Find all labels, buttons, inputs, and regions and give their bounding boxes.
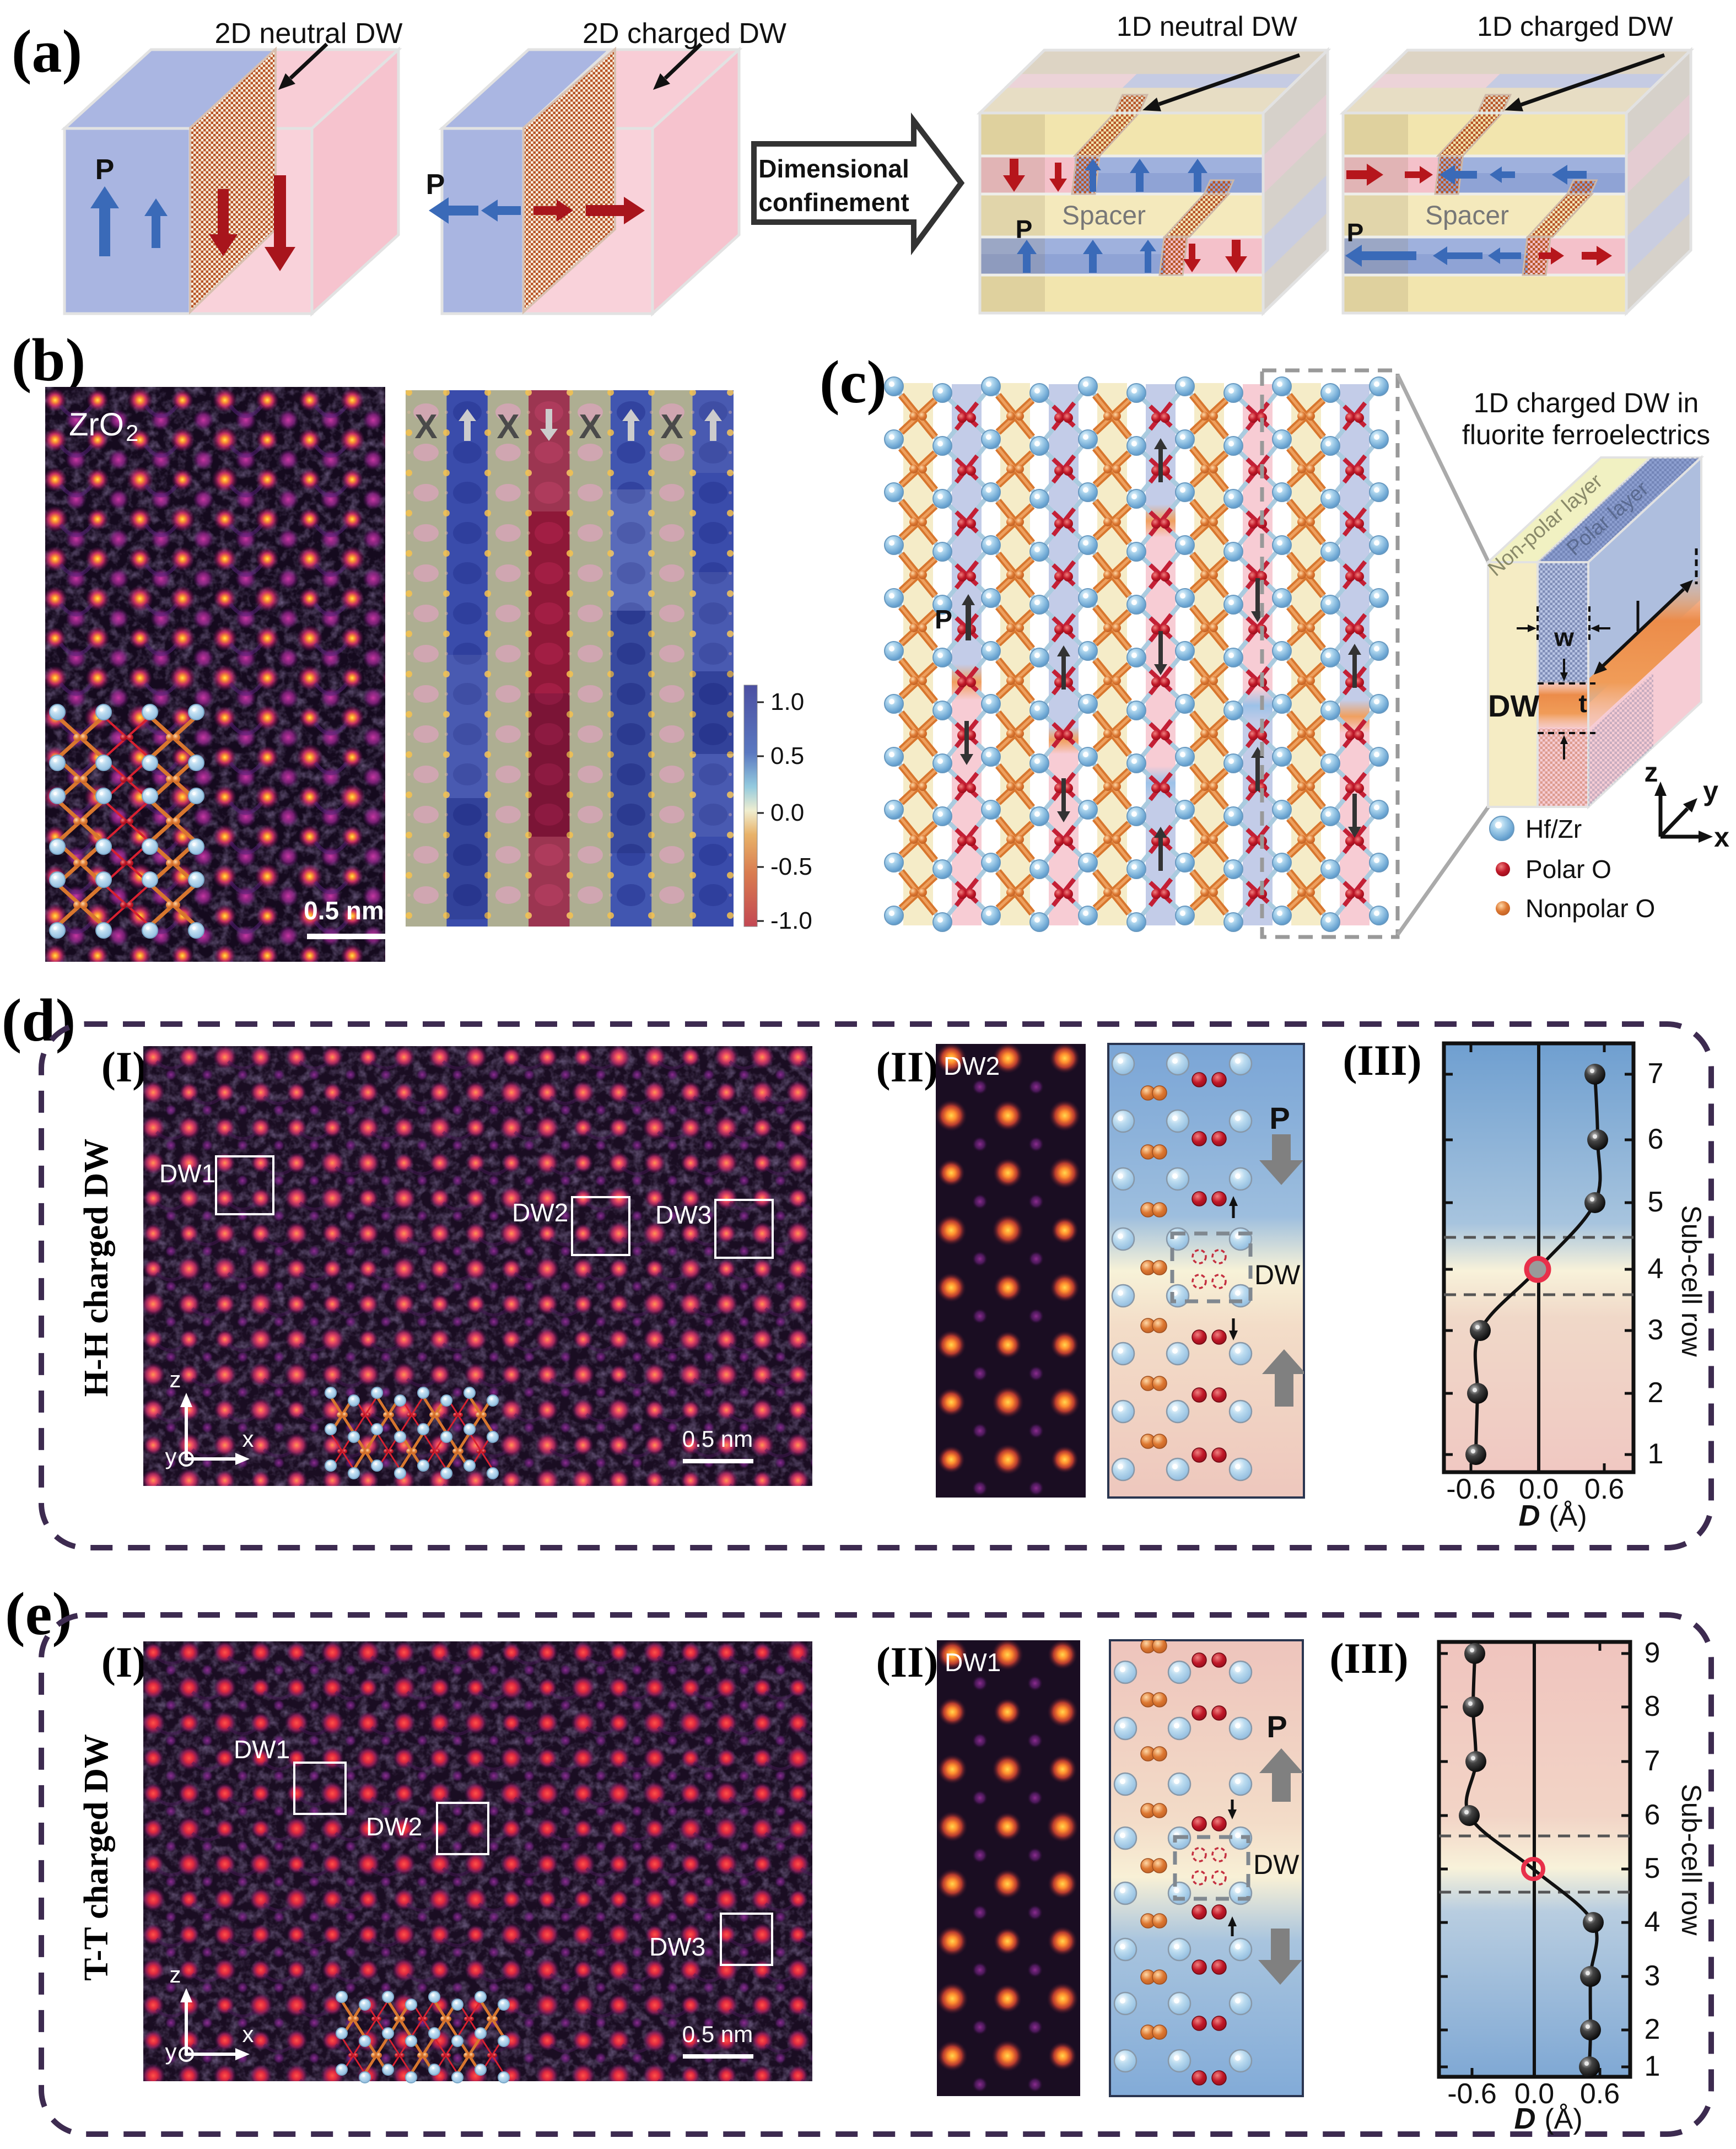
svg-text:Dimensional: Dimensional — [758, 154, 909, 183]
svg-text:4: 4 — [1648, 1253, 1664, 1285]
svg-text:ZrO: ZrO — [69, 407, 124, 443]
svg-text:Nonpolar O: Nonpolar O — [1525, 894, 1655, 923]
svg-text:fluorite ferroelectrics: fluorite ferroelectrics — [1462, 419, 1710, 450]
svg-text:-0.6: -0.6 — [1446, 1473, 1496, 1505]
svg-text:2D charged DW: 2D charged DW — [583, 18, 786, 50]
svg-text:confinement: confinement — [758, 188, 909, 217]
svg-text:5: 5 — [1648, 1186, 1664, 1218]
svg-text:DW2: DW2 — [944, 1052, 1000, 1080]
svg-text:6: 6 — [1645, 1799, 1660, 1831]
svg-text:6: 6 — [1648, 1123, 1664, 1155]
svg-text:1D charged DW in: 1D charged DW in — [1474, 387, 1699, 418]
svg-text:Sub-cell row: Sub-cell row — [1676, 1784, 1707, 1936]
svg-text:-0.5: -0.5 — [770, 853, 812, 880]
svg-text:-1.0: -1.0 — [770, 907, 812, 934]
svg-text:2: 2 — [126, 420, 138, 446]
svg-text:x: x — [1714, 822, 1729, 853]
svg-text:DW3: DW3 — [649, 1932, 705, 1961]
svg-text:P: P — [95, 154, 115, 186]
svg-text:1.0: 1.0 — [770, 688, 804, 715]
svg-text:(III): (III) — [1343, 1036, 1421, 1084]
svg-text:DW1: DW1 — [159, 1159, 215, 1188]
svg-text:Spacer: Spacer — [1425, 201, 1509, 230]
svg-text:1: 1 — [1648, 1438, 1664, 1470]
svg-text:0.5 nm: 0.5 nm — [682, 1426, 753, 1452]
svg-text:(II): (II) — [876, 1638, 939, 1686]
svg-text:5: 5 — [1645, 1852, 1660, 1884]
svg-text:(I): (I) — [101, 1638, 147, 1686]
svg-text:0.0: 0.0 — [1519, 1473, 1559, 1505]
svg-text:P: P — [426, 169, 445, 201]
svg-text:0.6: 0.6 — [1580, 2078, 1620, 2110]
svg-text:(Å): (Å) — [1549, 1500, 1587, 1532]
svg-text:DW: DW — [1488, 688, 1539, 723]
svg-text:y: y — [1703, 775, 1718, 806]
svg-text:(a): (a) — [12, 18, 82, 85]
svg-text:D: D — [1514, 2102, 1536, 2135]
svg-text:z: z — [1645, 757, 1658, 788]
svg-text:DW: DW — [1253, 1849, 1300, 1880]
svg-text:H-H charged DW: H-H charged DW — [78, 1139, 115, 1397]
svg-text:3: 3 — [1648, 1314, 1664, 1346]
svg-text:7: 7 — [1648, 1058, 1664, 1090]
svg-text:2: 2 — [1645, 2013, 1660, 2045]
svg-text:9: 9 — [1645, 1637, 1660, 1669]
svg-text:DW1: DW1 — [945, 1648, 1001, 1677]
svg-text:4: 4 — [1645, 1906, 1660, 1938]
svg-text:0.5 nm: 0.5 nm — [682, 2021, 753, 2047]
svg-text:-0.6: -0.6 — [1447, 2078, 1497, 2110]
svg-text:y: y — [165, 1444, 177, 1469]
svg-text:x: x — [242, 2021, 254, 2047]
svg-text:DW3: DW3 — [655, 1200, 711, 1229]
svg-text:X: X — [579, 408, 601, 446]
svg-text:DW2: DW2 — [512, 1198, 568, 1227]
svg-text:1: 1 — [1645, 2050, 1660, 2082]
svg-text:1D neutral DW: 1D neutral DW — [1117, 11, 1298, 42]
svg-text:2: 2 — [1648, 1377, 1664, 1409]
svg-text:0.5 nm: 0.5 nm — [304, 896, 384, 925]
svg-text:DW: DW — [1254, 1259, 1301, 1290]
svg-text:x: x — [242, 1426, 254, 1452]
svg-text:z: z — [170, 1366, 181, 1392]
svg-text:Spacer: Spacer — [1062, 201, 1146, 230]
svg-text:(II): (II) — [876, 1043, 939, 1091]
svg-text:(b): (b) — [12, 326, 85, 394]
svg-text:3: 3 — [1645, 1960, 1660, 1992]
svg-text:7: 7 — [1645, 1745, 1660, 1777]
svg-text:D: D — [1519, 1499, 1540, 1532]
svg-text:(Å): (Å) — [1544, 2103, 1582, 2135]
svg-text:DW1: DW1 — [234, 1735, 290, 1764]
svg-text:0.5: 0.5 — [770, 742, 804, 769]
svg-text:(III): (III) — [1329, 1634, 1408, 1682]
svg-text:(e): (e) — [5, 1580, 72, 1647]
svg-text:t: t — [1578, 689, 1587, 718]
svg-text:T-T charged DW: T-T charged DW — [78, 1734, 115, 1981]
svg-text:DW2: DW2 — [366, 1812, 422, 1841]
svg-text:Hf/Zr: Hf/Zr — [1525, 815, 1582, 843]
svg-text:(d): (d) — [2, 987, 76, 1054]
svg-text:(I): (I) — [101, 1043, 147, 1091]
svg-text:8: 8 — [1645, 1690, 1660, 1722]
svg-text:P: P — [1266, 1709, 1287, 1744]
svg-text:X: X — [497, 408, 519, 446]
svg-text:0.0: 0.0 — [770, 799, 804, 826]
svg-text:P: P — [935, 605, 952, 634]
svg-text:0.0: 0.0 — [1514, 2078, 1554, 2110]
svg-text:y: y — [165, 2039, 177, 2065]
svg-text:P: P — [1016, 215, 1033, 244]
svg-text:Sub-cell row: Sub-cell row — [1676, 1205, 1707, 1357]
svg-text:1D charged DW: 1D charged DW — [1477, 11, 1673, 42]
svg-text:X: X — [660, 408, 683, 446]
svg-text:z: z — [170, 1962, 181, 1988]
svg-text:P: P — [1269, 1101, 1290, 1135]
svg-text:X: X — [414, 408, 437, 446]
svg-text:Polar O: Polar O — [1525, 855, 1611, 884]
svg-text:w: w — [1554, 623, 1574, 651]
svg-text:(c): (c) — [820, 348, 887, 416]
svg-text:2D neutral DW: 2D neutral DW — [215, 18, 403, 50]
svg-text:P: P — [1347, 218, 1364, 247]
svg-text:0.6: 0.6 — [1584, 1473, 1624, 1505]
